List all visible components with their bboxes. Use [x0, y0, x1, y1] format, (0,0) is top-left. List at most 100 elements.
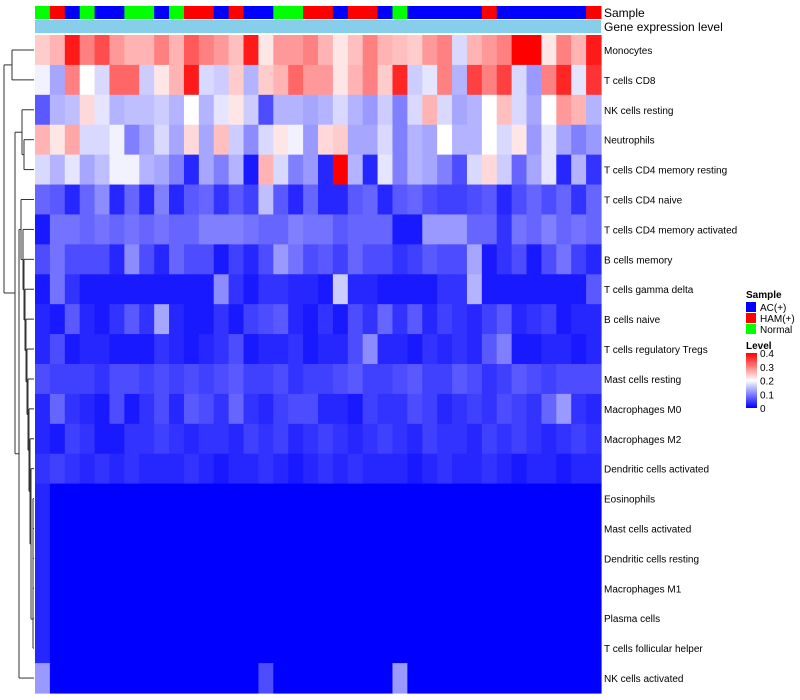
heatmap-cell [377, 513, 394, 545]
heatmap-cell [362, 274, 379, 305]
heatmap-cell [437, 304, 453, 335]
heatmap-cell [198, 543, 215, 574]
heatmap-cell [124, 184, 140, 216]
heatmap-cell [392, 214, 408, 245]
heatmap-cell [511, 244, 528, 275]
heatmap-cell [169, 543, 185, 574]
heatmap-cell [437, 543, 453, 574]
heatmap-cell [586, 603, 602, 634]
heatmap-cell [64, 244, 81, 275]
heatmap-cell [213, 64, 230, 96]
heatmap-cell [213, 423, 230, 455]
heatmap-cell [377, 663, 394, 694]
sample-annotation-cell [556, 6, 572, 19]
heatmap-cell [94, 364, 111, 395]
heatmap-cell [511, 124, 528, 156]
heatmap-cell [183, 35, 200, 66]
heatmap-cell [556, 244, 572, 275]
heatmap-cell [35, 663, 51, 694]
heatmap-cell [35, 124, 51, 156]
heatmap-cell [392, 364, 408, 395]
heatmap-cell [49, 543, 66, 574]
sample-annotation-title: Sample [604, 6, 645, 20]
heatmap-cell [496, 603, 513, 634]
heatmap-cell [407, 633, 423, 664]
heatmap-cell [64, 364, 81, 395]
heatmap-cell [407, 483, 423, 515]
heatmap-cell [154, 393, 170, 425]
heatmap-cell [511, 543, 528, 574]
heatmap-cell [318, 633, 334, 664]
heatmap-cell [332, 423, 349, 455]
heatmap-cell [139, 603, 155, 634]
row-label: B cells naive [604, 315, 661, 326]
legend-label-normal: Normal [760, 325, 792, 336]
legend-swatch-ac [746, 302, 756, 312]
heatmap-cell [198, 154, 215, 186]
heatmap-cell [303, 633, 319, 664]
heatmap-cell [273, 633, 289, 664]
heatmap-cell [556, 274, 572, 305]
heatmap-cell [139, 244, 155, 275]
legend-swatch-normal [746, 324, 756, 334]
heatmap-cell [109, 94, 125, 126]
heatmap-cell [466, 274, 483, 305]
heatmap-cell [94, 184, 111, 216]
heatmap-cell [481, 633, 498, 664]
row-label: Macrophages M1 [604, 584, 682, 595]
heatmap-cell [586, 393, 602, 425]
heatmap-cell [94, 214, 111, 245]
heatmap-cell [139, 453, 155, 485]
sample-annotation-cell [35, 6, 51, 19]
heatmap-cell [169, 124, 185, 156]
heatmap-cell [213, 304, 230, 335]
heatmap-cell [496, 423, 513, 455]
heatmap-cell [437, 663, 453, 694]
heatmap-cell [586, 184, 602, 216]
heatmap-cell [109, 304, 125, 335]
level-tick-label: 0 [760, 404, 766, 415]
heatmap-cell [258, 334, 274, 365]
heatmap-cell [213, 603, 230, 634]
heatmap-cell [49, 663, 66, 694]
heatmap-cell [526, 543, 543, 574]
heatmap-cell [496, 154, 513, 186]
heatmap-cell [407, 94, 423, 126]
heatmap-cell [362, 603, 379, 634]
heatmap-cell [466, 124, 483, 156]
heatmap-cell [49, 214, 66, 245]
heatmap-cell [332, 124, 349, 156]
heatmap-cell [154, 35, 170, 66]
heatmap-cell [481, 423, 498, 455]
heatmap-cell [332, 64, 349, 96]
sample-annotation-cell [347, 6, 364, 19]
heatmap-cell [318, 94, 334, 126]
row-label: Plasma cells [604, 614, 660, 625]
heatmap-cell [407, 603, 423, 634]
heatmap-cell [35, 453, 51, 485]
heatmap-cell [169, 94, 185, 126]
heatmap-cell [571, 214, 587, 245]
heatmap-cell [35, 633, 51, 664]
heatmap-cell [35, 543, 51, 574]
heatmap-cell [407, 573, 423, 604]
heatmap-cell [154, 364, 170, 395]
heatmap-cell [422, 124, 438, 156]
heatmap-cell [124, 154, 140, 186]
row-label: Dendritic cells resting [604, 554, 699, 565]
heatmap-cell [288, 633, 304, 664]
heatmap-cell [49, 64, 66, 96]
heatmap-cell [79, 393, 96, 425]
heatmap-cell [392, 633, 408, 664]
heatmap-cell [362, 513, 379, 545]
heatmap-cell [139, 304, 155, 335]
heatmap-cell [198, 513, 215, 545]
heatmap-cell [154, 573, 170, 604]
heatmap-cell [526, 154, 543, 186]
heatmap-cell [452, 513, 468, 545]
sample-annotation-cell [377, 6, 393, 19]
heatmap-cell [541, 603, 557, 634]
heatmap-cell [154, 244, 170, 275]
heatmap-cell [526, 334, 543, 365]
heatmap-cell [243, 453, 260, 485]
